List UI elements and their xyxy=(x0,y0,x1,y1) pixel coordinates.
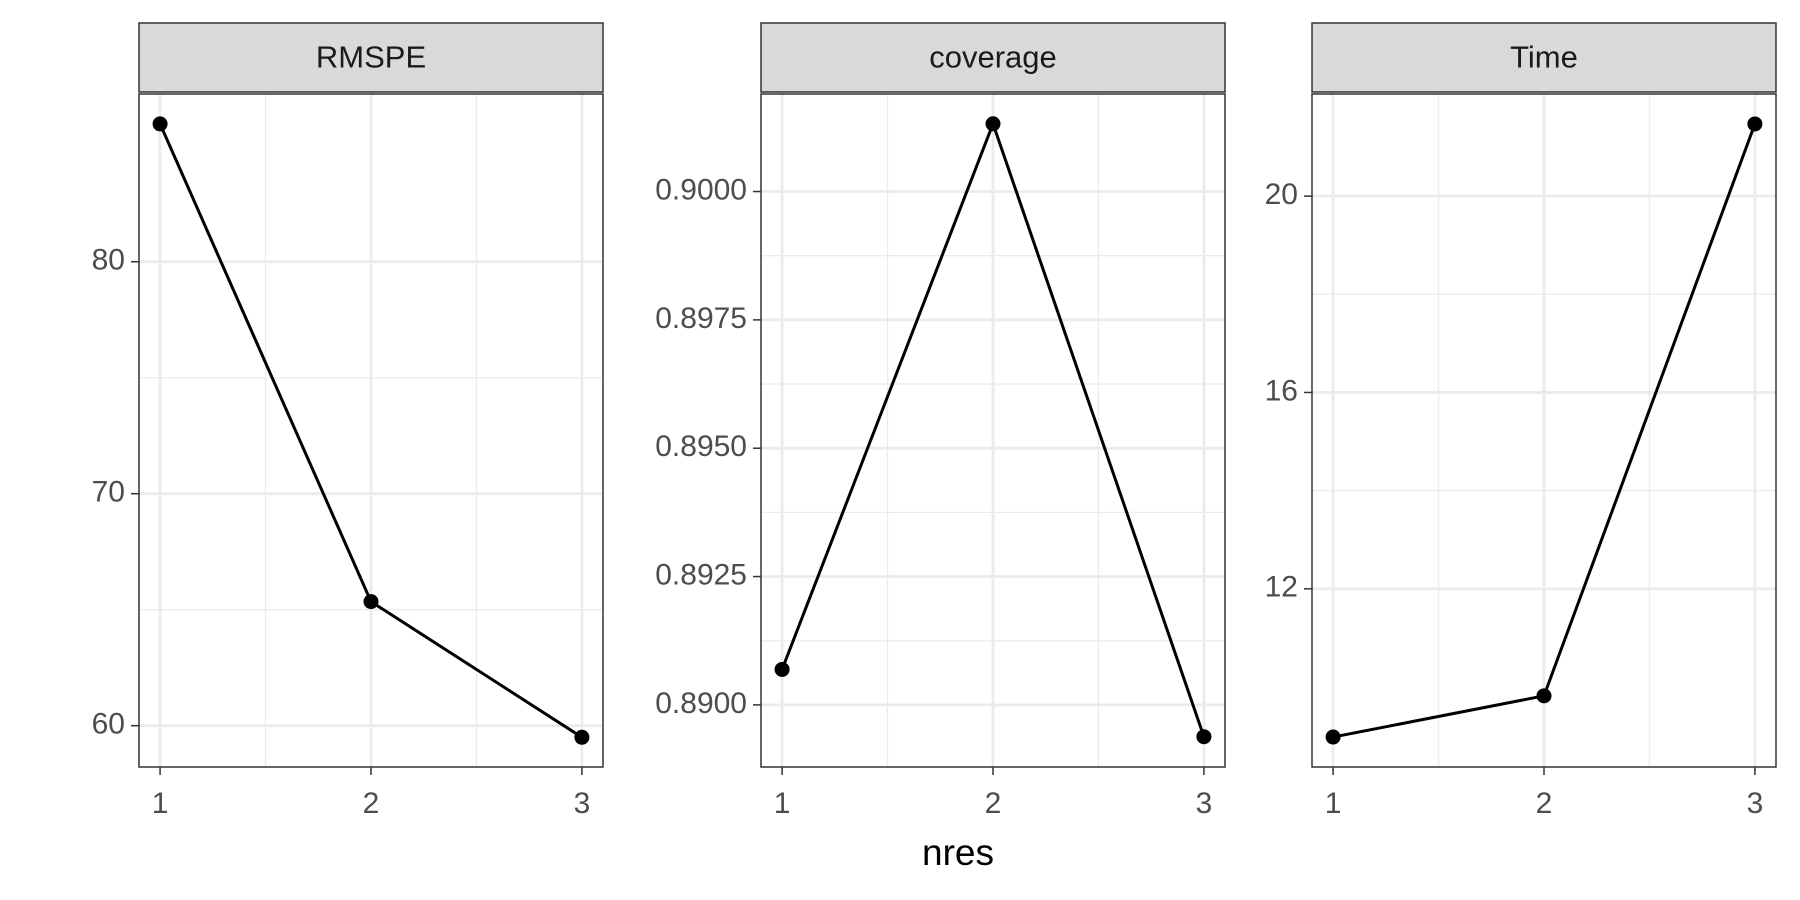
y-tick-label: 0.9000 xyxy=(655,173,747,206)
x-tick-label: 3 xyxy=(1747,787,1764,820)
y-tick-label: 0.8975 xyxy=(655,302,747,335)
strip xyxy=(760,22,1226,93)
point xyxy=(1747,116,1763,132)
x-tick-label: 1 xyxy=(152,787,169,820)
panel-title: Time xyxy=(1510,40,1578,75)
point xyxy=(363,594,379,610)
y-tick-label: 80 xyxy=(92,244,125,277)
x-tick-label: 2 xyxy=(363,787,380,820)
panel-title: coverage xyxy=(929,40,1057,75)
x-tick-label: 1 xyxy=(1325,787,1342,820)
panel-border xyxy=(760,93,1226,768)
point xyxy=(774,661,790,677)
panel-border xyxy=(1311,93,1777,768)
y-tick-label: 70 xyxy=(92,476,125,509)
point xyxy=(574,729,590,745)
x-tick-label: 2 xyxy=(985,787,1002,820)
x-tick-label: 1 xyxy=(774,787,791,820)
y-tick-label: 0.8900 xyxy=(655,687,747,720)
point xyxy=(1325,729,1341,745)
point xyxy=(152,116,168,132)
y-tick-label: 60 xyxy=(92,708,125,741)
x-tick-label: 3 xyxy=(574,787,591,820)
y-tick-label: 20 xyxy=(1265,178,1298,211)
panel-title: RMSPE xyxy=(316,40,426,75)
y-tick-label: 0.8925 xyxy=(655,558,747,591)
panel-border xyxy=(138,93,604,768)
y-tick-label: 12 xyxy=(1265,571,1298,604)
point xyxy=(985,116,1001,132)
y-tick-label: 0.8950 xyxy=(655,430,747,463)
point xyxy=(1536,688,1552,704)
x-tick-label: 3 xyxy=(1196,787,1213,820)
strip xyxy=(1311,22,1777,93)
point xyxy=(1196,729,1212,745)
y-tick-label: 16 xyxy=(1265,374,1298,407)
x-axis-label: nres xyxy=(922,832,994,873)
x-tick-label: 2 xyxy=(1536,787,1553,820)
strip xyxy=(138,22,604,93)
